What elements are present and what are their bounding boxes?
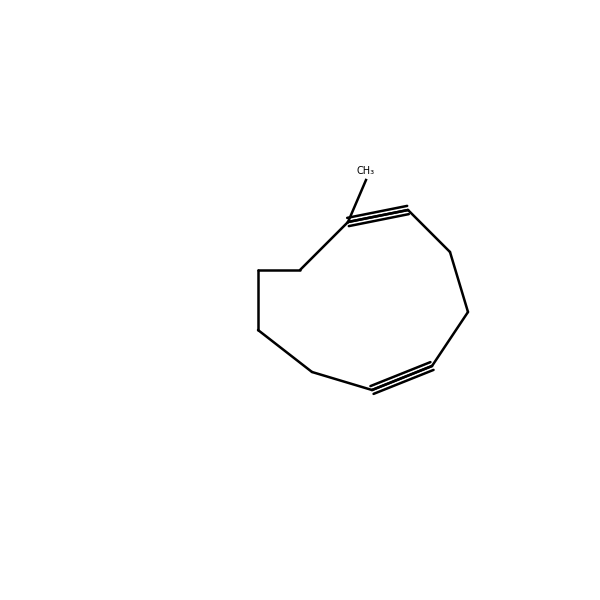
Text: CH₃: CH₃ [357,166,375,176]
